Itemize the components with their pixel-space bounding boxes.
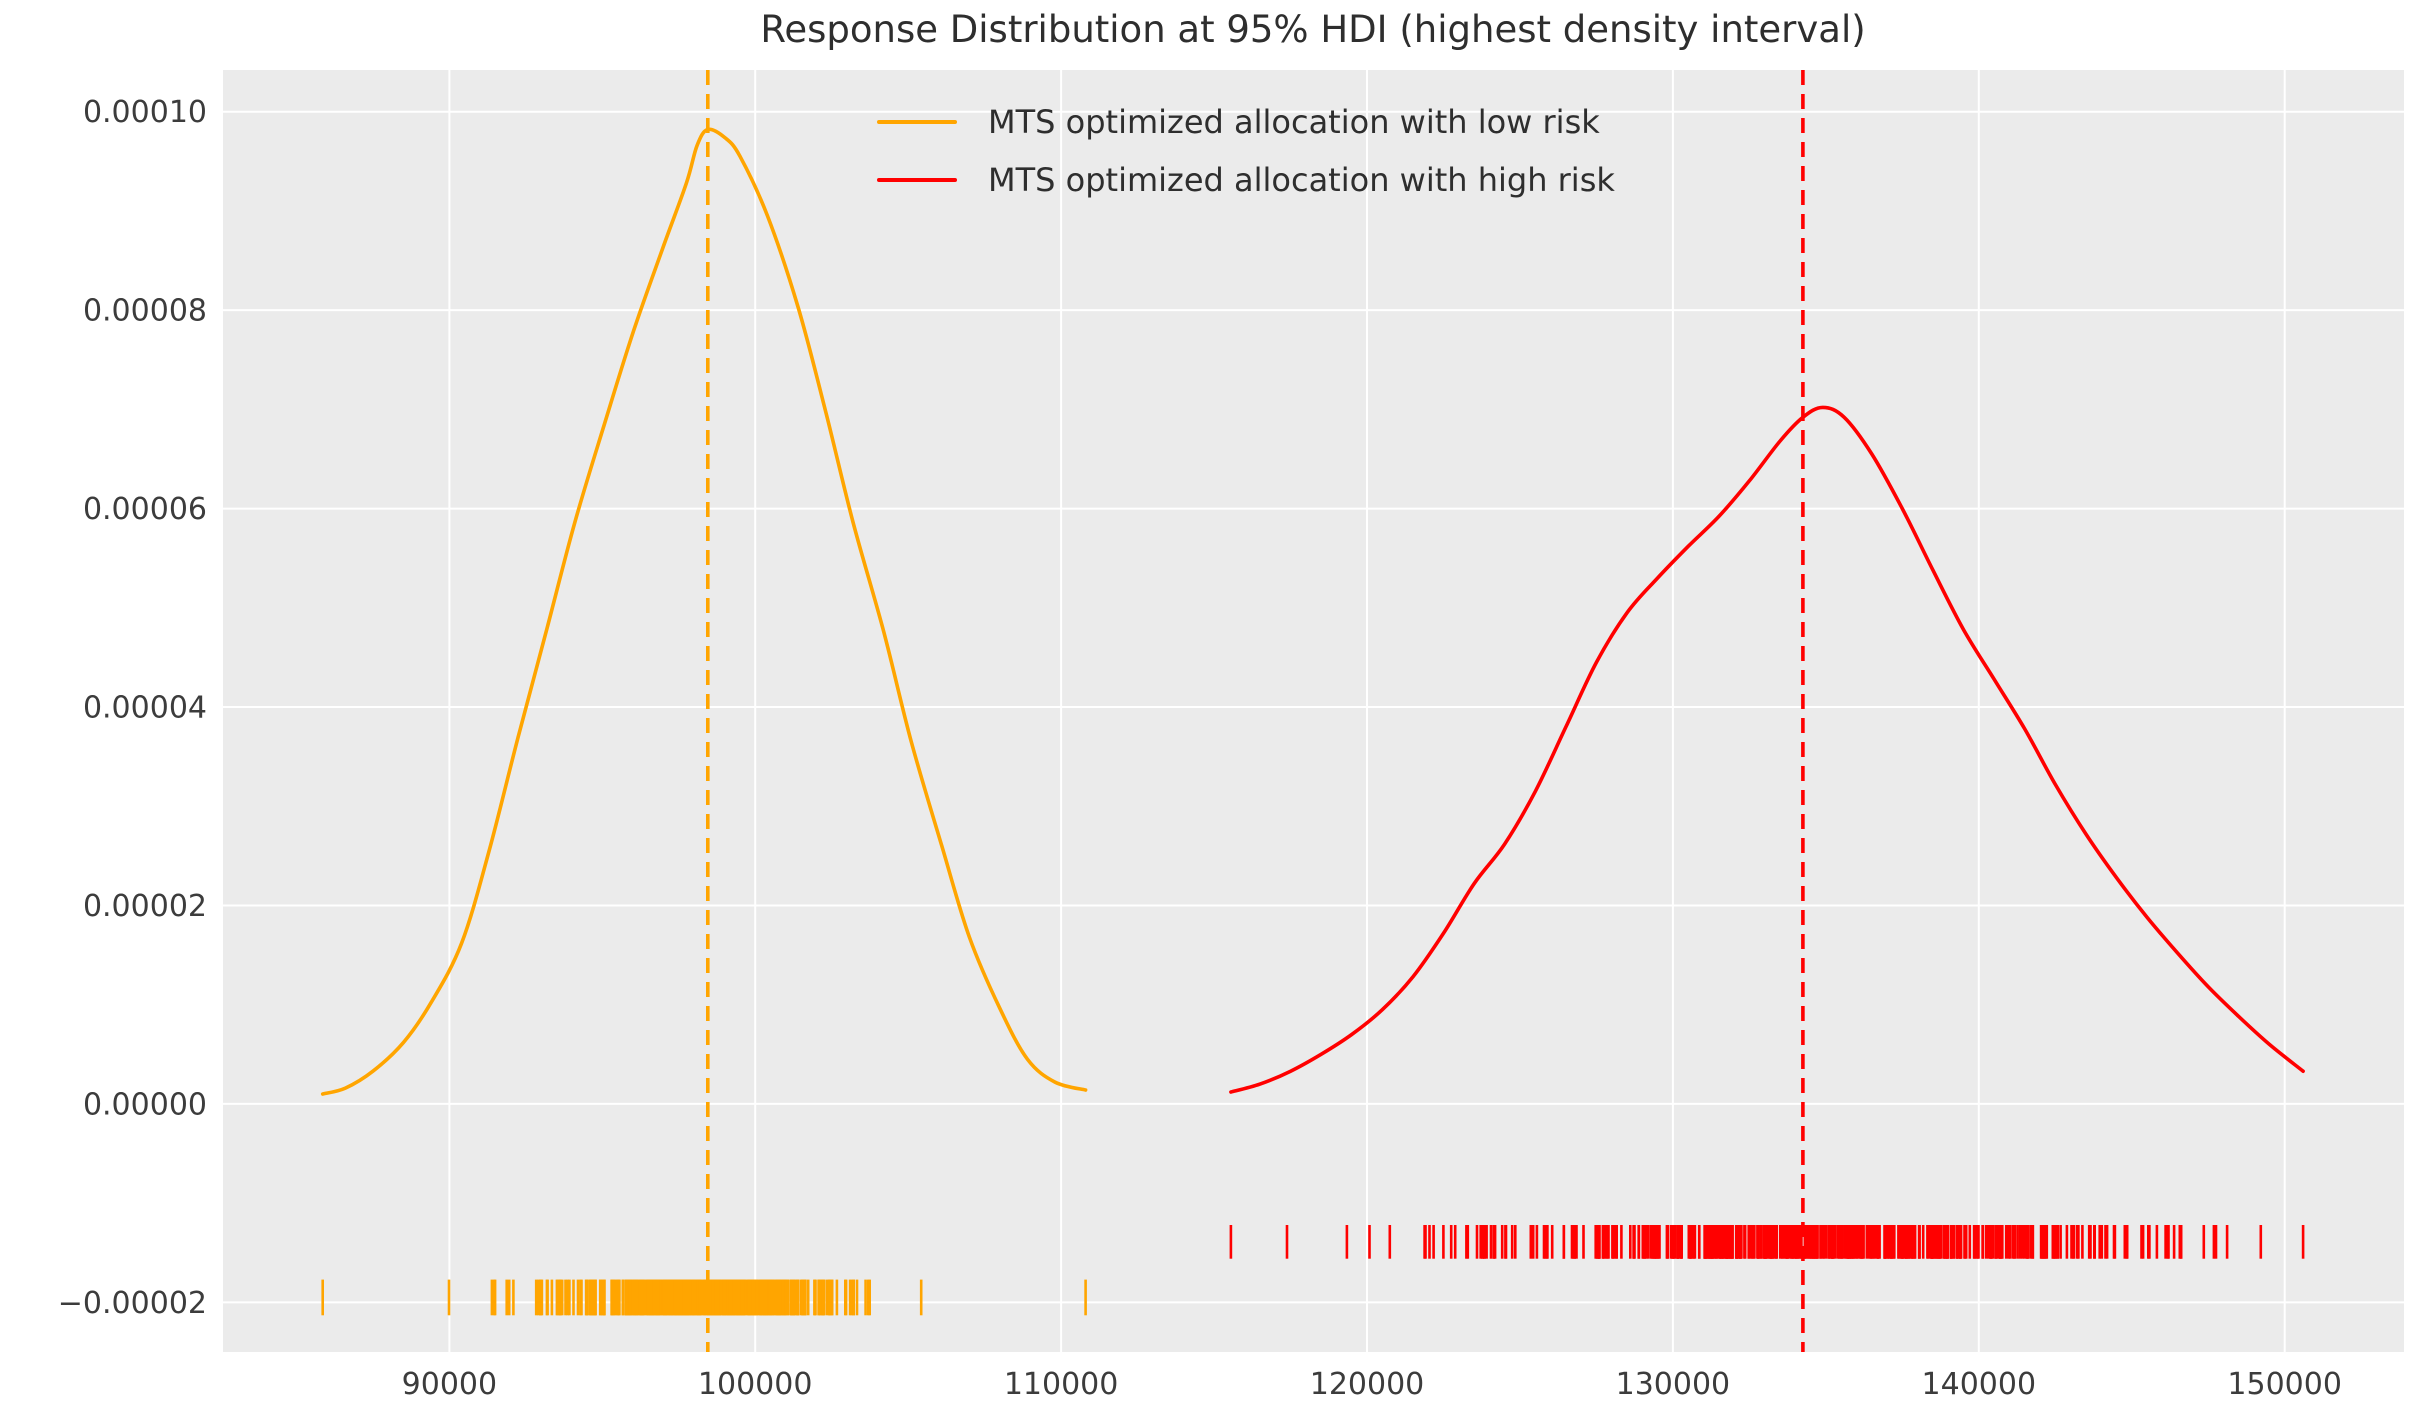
x-tick-label: 120000 [1310,1367,1425,1402]
x-tick-label: 130000 [1616,1367,1731,1402]
y-tick-label: 0.00004 [83,691,207,726]
plot-area [223,70,2404,1352]
y-tick-label: 0.00000 [83,1087,207,1122]
x-tick-label: 150000 [2227,1367,2342,1402]
x-tick-label: 100000 [698,1367,813,1402]
y-tick-label: 0.00010 [83,95,207,130]
rug-low-risk [321,1279,1087,1316]
y-tick-label: 0.00002 [83,889,207,924]
legend-label-low-risk: MTS optimized allocation with low risk [988,102,1600,141]
density-curve-high-risk [1229,405,2305,1094]
legend-label-high-risk: MTS optimized allocation with high risk [988,160,1615,199]
y-tick-label: 0.00008 [83,294,207,329]
legend: MTS optimized allocation with low risk M… [877,99,1615,202]
chart-title: Response Distribution at 95% HDI (highes… [760,8,1866,51]
rug-high-risk [1229,1225,2305,1259]
x-tick-label: 110000 [1004,1367,1119,1402]
y-tick-label: −0.00002 [58,1286,207,1321]
x-tick-label: 90000 [402,1367,497,1402]
density-curve-low-risk [320,127,1088,1096]
y-tick-label: 0.00006 [83,492,207,527]
legend-line-high-risk [877,177,957,182]
x-tick-label: 140000 [1922,1367,2037,1402]
legend-item-high-risk: MTS optimized allocation with high risk [877,157,1615,202]
legend-line-low-risk [877,119,957,124]
legend-item-low-risk: MTS optimized allocation with low risk [877,99,1615,144]
